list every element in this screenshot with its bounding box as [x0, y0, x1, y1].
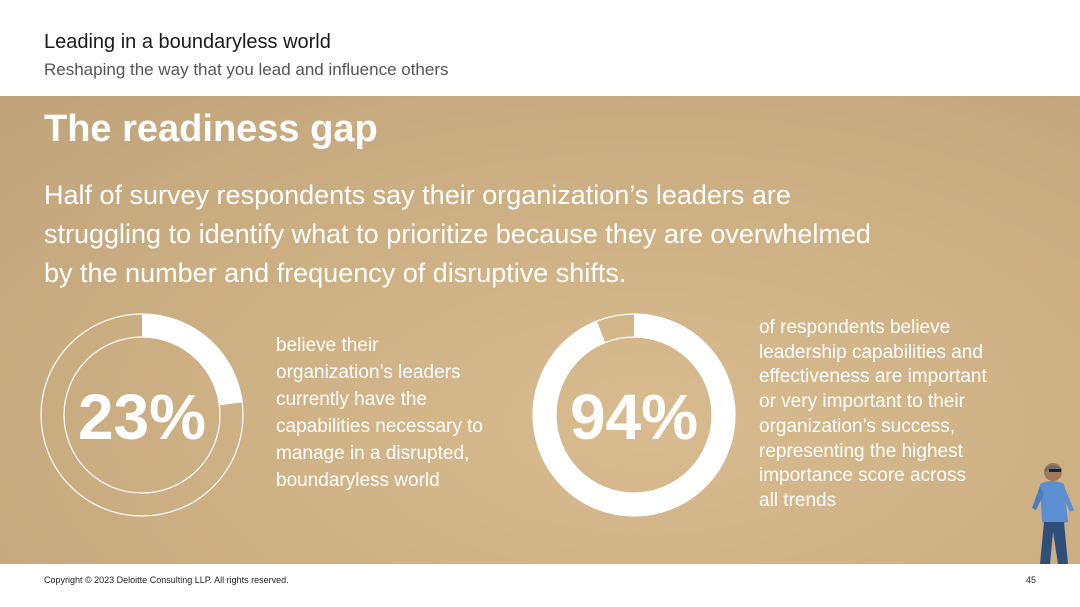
desc-line: all trends [759, 489, 837, 511]
desc-line: importance score across [759, 465, 966, 487]
desc-line: currently have the [276, 389, 428, 410]
lead-line: by the number and frequency of disruptiv… [44, 258, 627, 288]
desc-line: leadership capabilities and [759, 341, 983, 363]
section-heading: The readiness gap [44, 108, 378, 150]
desc-line: organization’s leaders [276, 362, 461, 383]
lead-line: struggling to identify what to prioritiz… [44, 219, 871, 249]
stat-value-94: 94% [569, 381, 699, 453]
slide-header: Leading in a boundaryless world Reshapin… [0, 0, 1080, 96]
desc-line: capabilities necessary to [276, 416, 483, 437]
stat-description-23: believe their organization’s leaders cur… [276, 332, 483, 494]
desc-line: or very important to their [759, 391, 965, 413]
desc-line: believe their [276, 335, 379, 356]
desc-line: boundaryless world [276, 470, 440, 491]
content-panel: The readiness gap Half of survey respond… [0, 96, 1080, 564]
desc-line: effectiveness are important [759, 366, 987, 388]
lead-paragraph: Half of survey respondents say their org… [44, 176, 1024, 293]
desc-line: representing the highest [759, 440, 963, 462]
stat-description-94: of respondents believe leadership capabi… [759, 316, 987, 514]
donut-chart-23 [40, 313, 244, 517]
desc-line: organization’s success, [759, 415, 956, 437]
slide-subtitle: Reshaping the way that you lead and infl… [44, 60, 449, 79]
desc-line: of respondents believe [759, 317, 951, 338]
slide-title: Leading in a boundaryless world [44, 31, 331, 53]
lead-line: Half of survey respondents say their org… [44, 180, 791, 210]
ring-progress-arc [142, 314, 243, 406]
desc-line: manage in a disrupted, [276, 443, 470, 464]
copyright-text: Copyright © 2023 Deloitte Consulting LLP… [44, 575, 289, 585]
walking-person-image [1032, 463, 1074, 564]
slide-footer: Copyright © 2023 Deloitte Consulting LLP… [0, 564, 1080, 607]
donut-chart-94 [532, 313, 736, 517]
stat-value-23: 23% [77, 381, 207, 453]
page-number: 45 [1025, 575, 1036, 585]
